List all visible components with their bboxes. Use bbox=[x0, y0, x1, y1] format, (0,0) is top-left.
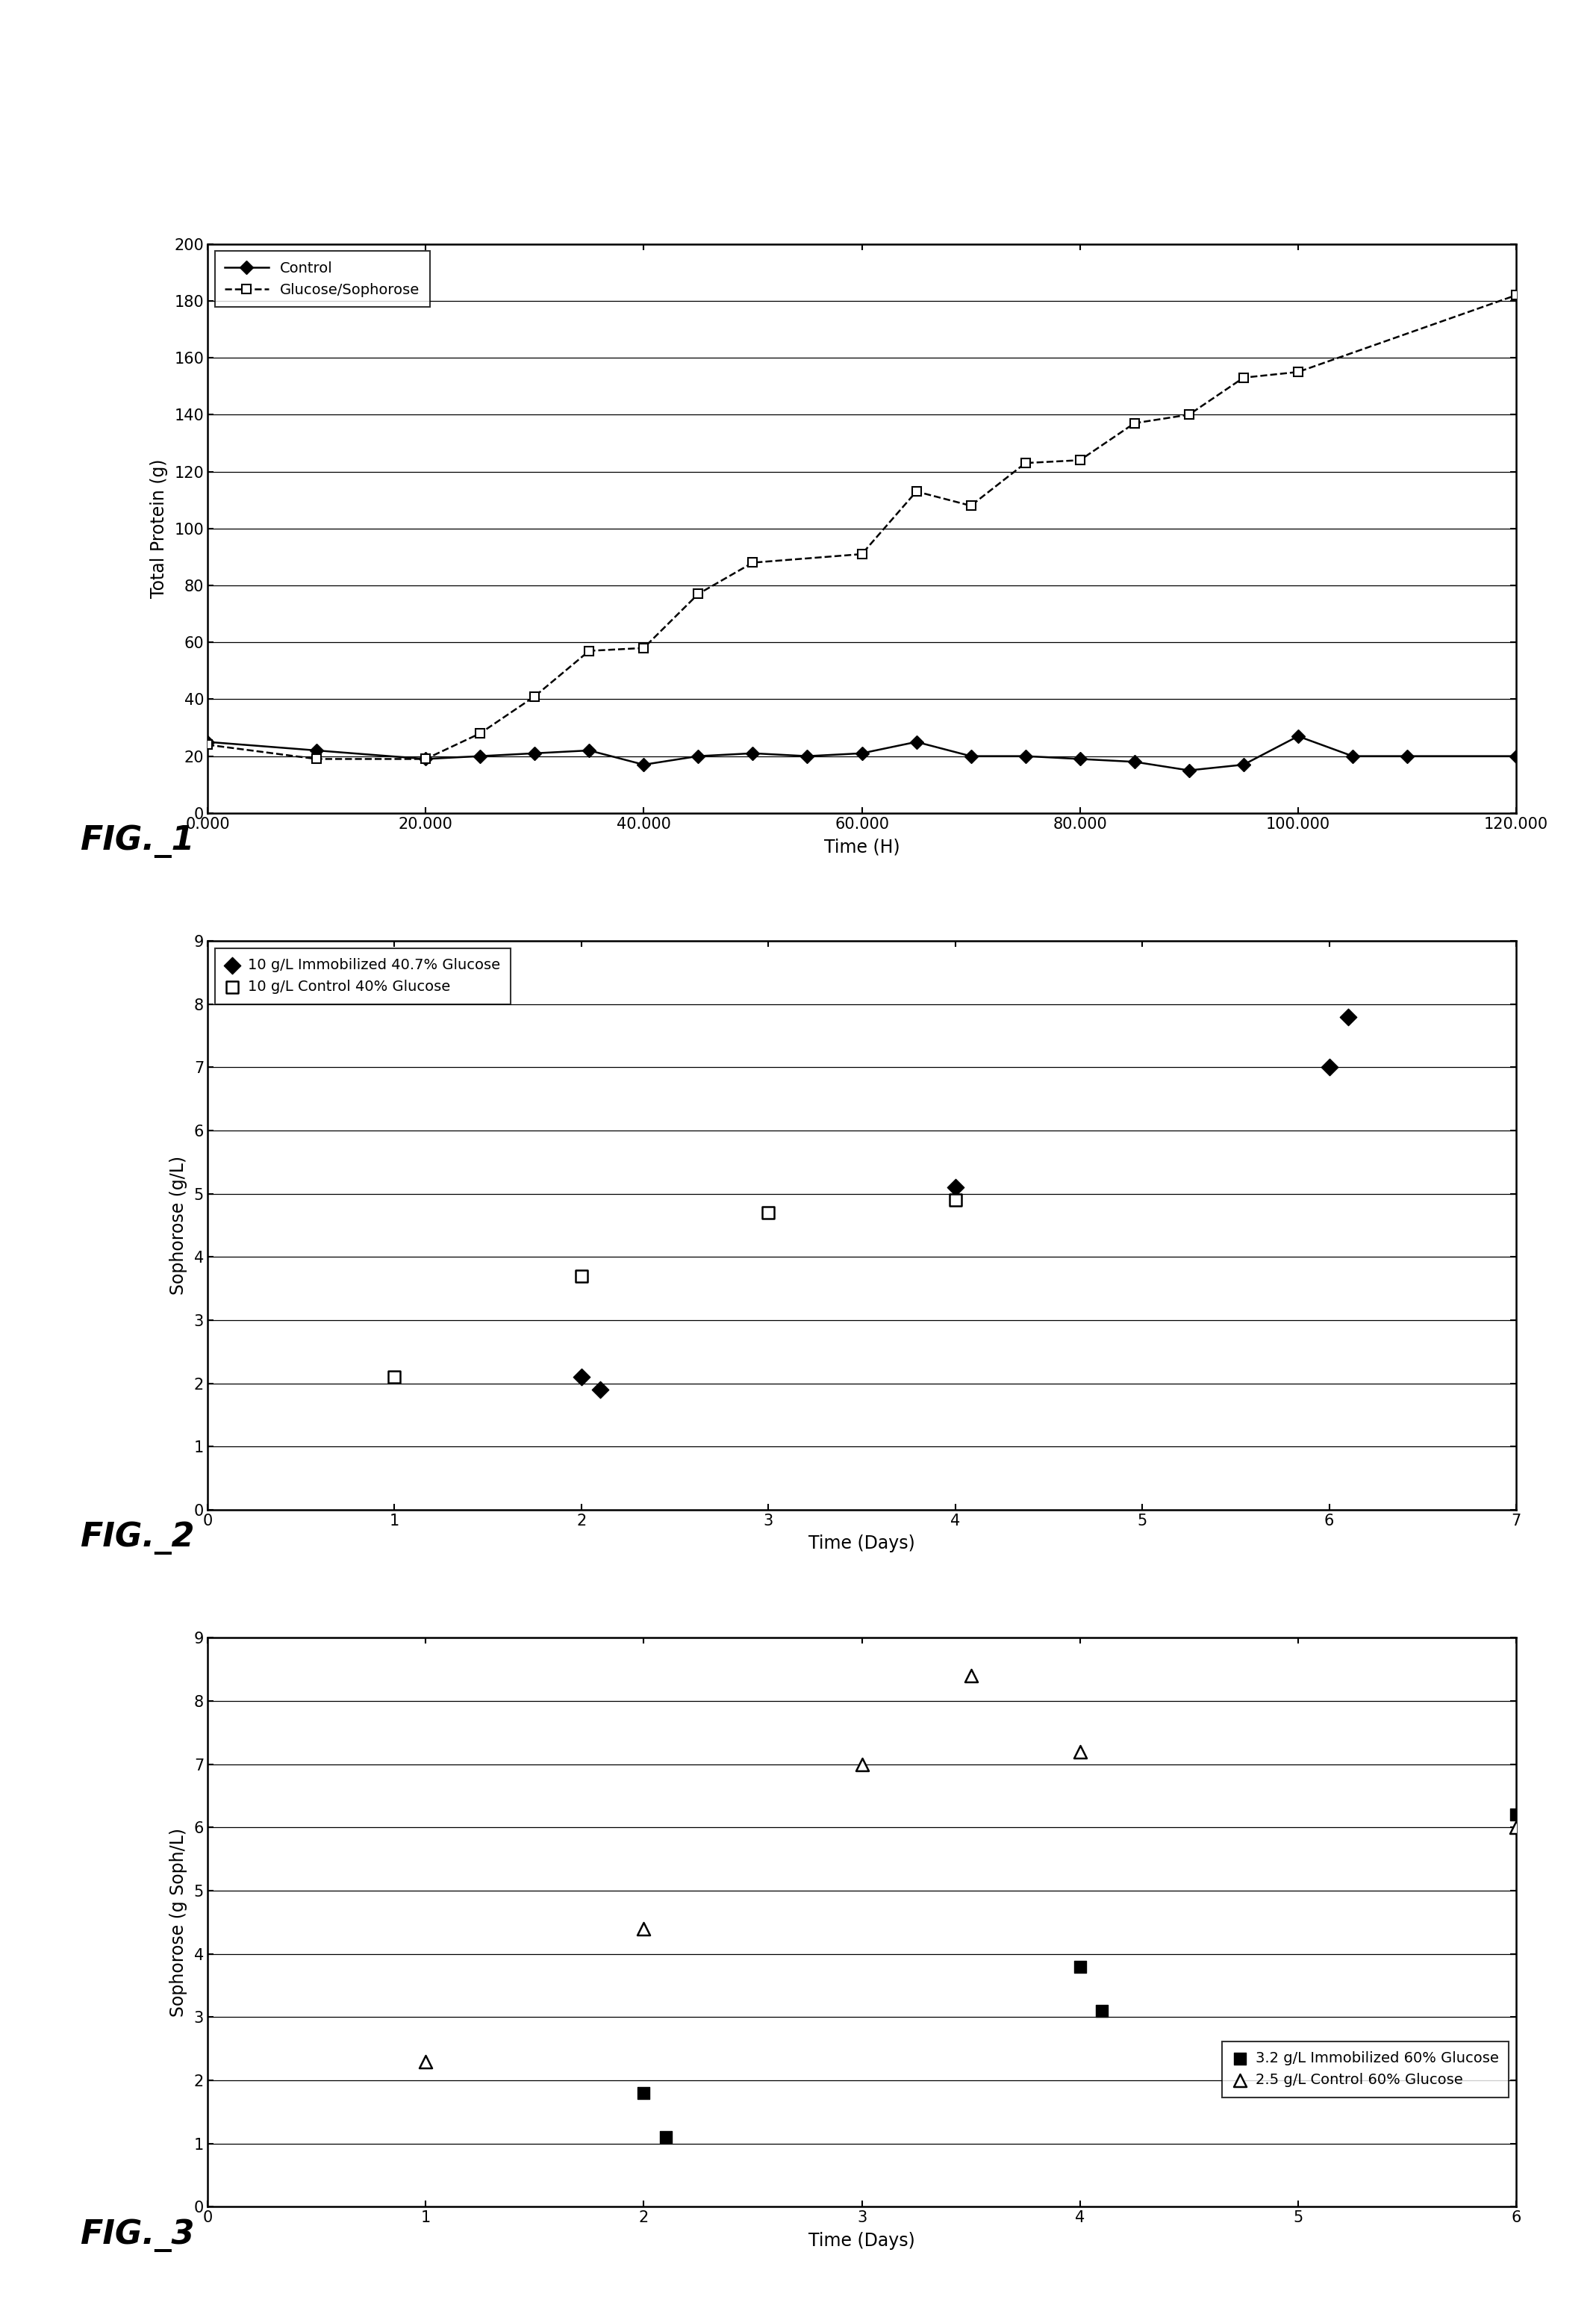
2.5 g/L Control 60% Glucose bbox=[849, 1745, 875, 1782]
Glucose/Sophorose bbox=[961, 492, 980, 520]
Control bbox=[852, 739, 871, 767]
Control bbox=[1015, 743, 1034, 771]
Control bbox=[471, 743, 490, 771]
Glucose/Sophorose bbox=[198, 732, 217, 760]
10 g/L Immobilized 40.7% Glucose bbox=[568, 1359, 594, 1396]
Control bbox=[689, 743, 709, 771]
Glucose/Sophorose bbox=[634, 634, 653, 662]
3.2 g/L Immobilized 60% Glucose bbox=[1068, 1949, 1093, 1986]
Control bbox=[961, 743, 980, 771]
Control bbox=[1398, 743, 1417, 771]
Legend: 10 g/L Immobilized 40.7% Glucose, 10 g/L Control 40% Glucose: 10 g/L Immobilized 40.7% Glucose, 10 g/L… bbox=[215, 948, 511, 1004]
Control bbox=[1507, 743, 1526, 771]
Control bbox=[907, 727, 926, 755]
2.5 g/L Control 60% Glucose bbox=[413, 2042, 439, 2079]
Control bbox=[1234, 750, 1253, 778]
Text: FIG._1: FIG._1 bbox=[80, 825, 195, 857]
10 g/L Control 40% Glucose bbox=[755, 1194, 780, 1231]
Control bbox=[198, 727, 217, 755]
Control bbox=[1288, 722, 1307, 750]
10 g/L Control 40% Glucose bbox=[568, 1257, 594, 1294]
3.2 g/L Immobilized 60% Glucose bbox=[1088, 1993, 1114, 2030]
2.5 g/L Control 60% Glucose bbox=[1068, 1733, 1093, 1770]
Control bbox=[634, 750, 653, 778]
Glucose/Sophorose bbox=[1234, 365, 1253, 393]
Y-axis label: Sophorose (g/L): Sophorose (g/L) bbox=[169, 1157, 188, 1294]
Glucose/Sophorose bbox=[1179, 400, 1199, 427]
10 g/L Control 40% Glucose bbox=[943, 1182, 969, 1220]
2.5 g/L Control 60% Glucose bbox=[1503, 1810, 1529, 1847]
3.2 g/L Immobilized 60% Glucose bbox=[630, 2074, 656, 2112]
Control bbox=[744, 739, 763, 767]
Text: FIG._3: FIG._3 bbox=[80, 2218, 195, 2251]
Glucose/Sophorose bbox=[689, 581, 709, 609]
10 g/L Immobilized 40.7% Glucose bbox=[587, 1371, 613, 1408]
Legend: Control, Glucose/Sophorose: Control, Glucose/Sophorose bbox=[215, 251, 429, 307]
Control bbox=[798, 743, 817, 771]
Glucose/Sophorose bbox=[306, 746, 326, 774]
Control bbox=[579, 736, 598, 764]
Control bbox=[1125, 748, 1144, 776]
Glucose/Sophorose bbox=[471, 720, 490, 748]
Legend: 3.2 g/L Immobilized 60% Glucose, 2.5 g/L Control 60% Glucose: 3.2 g/L Immobilized 60% Glucose, 2.5 g/L… bbox=[1223, 2042, 1508, 2098]
Glucose/Sophorose bbox=[1125, 409, 1144, 437]
10 g/L Immobilized 40.7% Glucose bbox=[1336, 999, 1361, 1036]
Control bbox=[1071, 746, 1090, 774]
Text: FIG._2: FIG._2 bbox=[80, 1522, 195, 1554]
3.2 g/L Immobilized 60% Glucose bbox=[1503, 1796, 1529, 1833]
Glucose/Sophorose bbox=[1507, 281, 1526, 309]
Glucose/Sophorose bbox=[1071, 446, 1090, 474]
Glucose/Sophorose bbox=[579, 637, 598, 664]
2.5 g/L Control 60% Glucose bbox=[630, 1910, 656, 1947]
X-axis label: Time (Days): Time (Days) bbox=[809, 1536, 915, 1552]
Line: Glucose/Sophorose: Glucose/Sophorose bbox=[203, 290, 1521, 764]
Control bbox=[525, 739, 544, 767]
Y-axis label: Sophorose (g Soph/L): Sophorose (g Soph/L) bbox=[169, 1828, 188, 2016]
Control bbox=[1179, 757, 1199, 785]
Glucose/Sophorose bbox=[1288, 358, 1307, 386]
10 g/L Immobilized 40.7% Glucose bbox=[943, 1168, 969, 1206]
3.2 g/L Immobilized 60% Glucose bbox=[1526, 1828, 1551, 1865]
Glucose/Sophorose bbox=[417, 746, 436, 774]
2.5 g/L Control 60% Glucose bbox=[958, 1656, 983, 1693]
Line: Control: Control bbox=[203, 732, 1521, 776]
Glucose/Sophorose bbox=[1015, 448, 1034, 476]
Y-axis label: Total Protein (g): Total Protein (g) bbox=[150, 460, 168, 597]
Control bbox=[306, 736, 326, 764]
X-axis label: Time (H): Time (H) bbox=[824, 839, 900, 855]
10 g/L Control 40% Glucose bbox=[381, 1359, 407, 1396]
10 g/L Immobilized 40.7% Glucose bbox=[1317, 1048, 1342, 1085]
Control bbox=[417, 746, 436, 774]
X-axis label: Time (Days): Time (Days) bbox=[809, 2232, 915, 2249]
Glucose/Sophorose bbox=[525, 683, 544, 711]
3.2 g/L Immobilized 60% Glucose bbox=[653, 2119, 678, 2156]
Glucose/Sophorose bbox=[852, 541, 871, 569]
Glucose/Sophorose bbox=[744, 548, 763, 576]
Glucose/Sophorose bbox=[907, 479, 926, 506]
Control bbox=[1344, 743, 1363, 771]
